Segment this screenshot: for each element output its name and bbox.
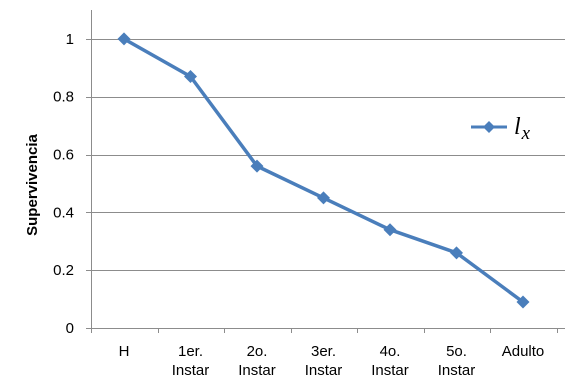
y-tick-label: 0.6 (53, 147, 74, 164)
grid-layer (91, 39, 565, 271)
x-tick-label: 3er. Instar (305, 343, 343, 379)
legend: lx (471, 114, 531, 144)
y-tick-label: 0.2 (53, 262, 74, 279)
data-point-marker (450, 246, 463, 260)
x-tick-label: H (119, 343, 130, 360)
y-tick-label: 0 (66, 320, 74, 337)
x-tick-label: 2o. Instar (238, 343, 276, 379)
data-point-marker (117, 32, 131, 46)
series-layer (117, 32, 530, 309)
x-tick-label: 4o. Instar (371, 343, 409, 379)
series-line (123, 37, 525, 304)
y-tick-label: 0.4 (53, 204, 74, 221)
data-point-marker (184, 69, 197, 83)
y-tick-label: 0.8 (53, 89, 74, 106)
axis-layer: 0 0.2 0.4 0.6 0.8 1 H 1er. Instar 2o. Instar 3er. In… (53, 10, 565, 379)
data-point-marker (516, 295, 530, 309)
legend-label: lx (514, 114, 531, 144)
data-point-marker (317, 191, 330, 205)
legend-label-subscript: x (521, 123, 531, 144)
x-tick-label: Adulto (502, 343, 545, 360)
legend-label-main: l (514, 114, 521, 140)
y-axis-title: Supervivencia (24, 133, 41, 235)
x-tick-label: 5o. Instar (438, 343, 476, 379)
data-point-marker (383, 223, 397, 237)
x-tick-label: 1er. Instar (172, 343, 210, 379)
data-point-marker (250, 159, 264, 173)
y-tick-label: 1 (66, 31, 74, 48)
legend-marker (483, 121, 495, 133)
